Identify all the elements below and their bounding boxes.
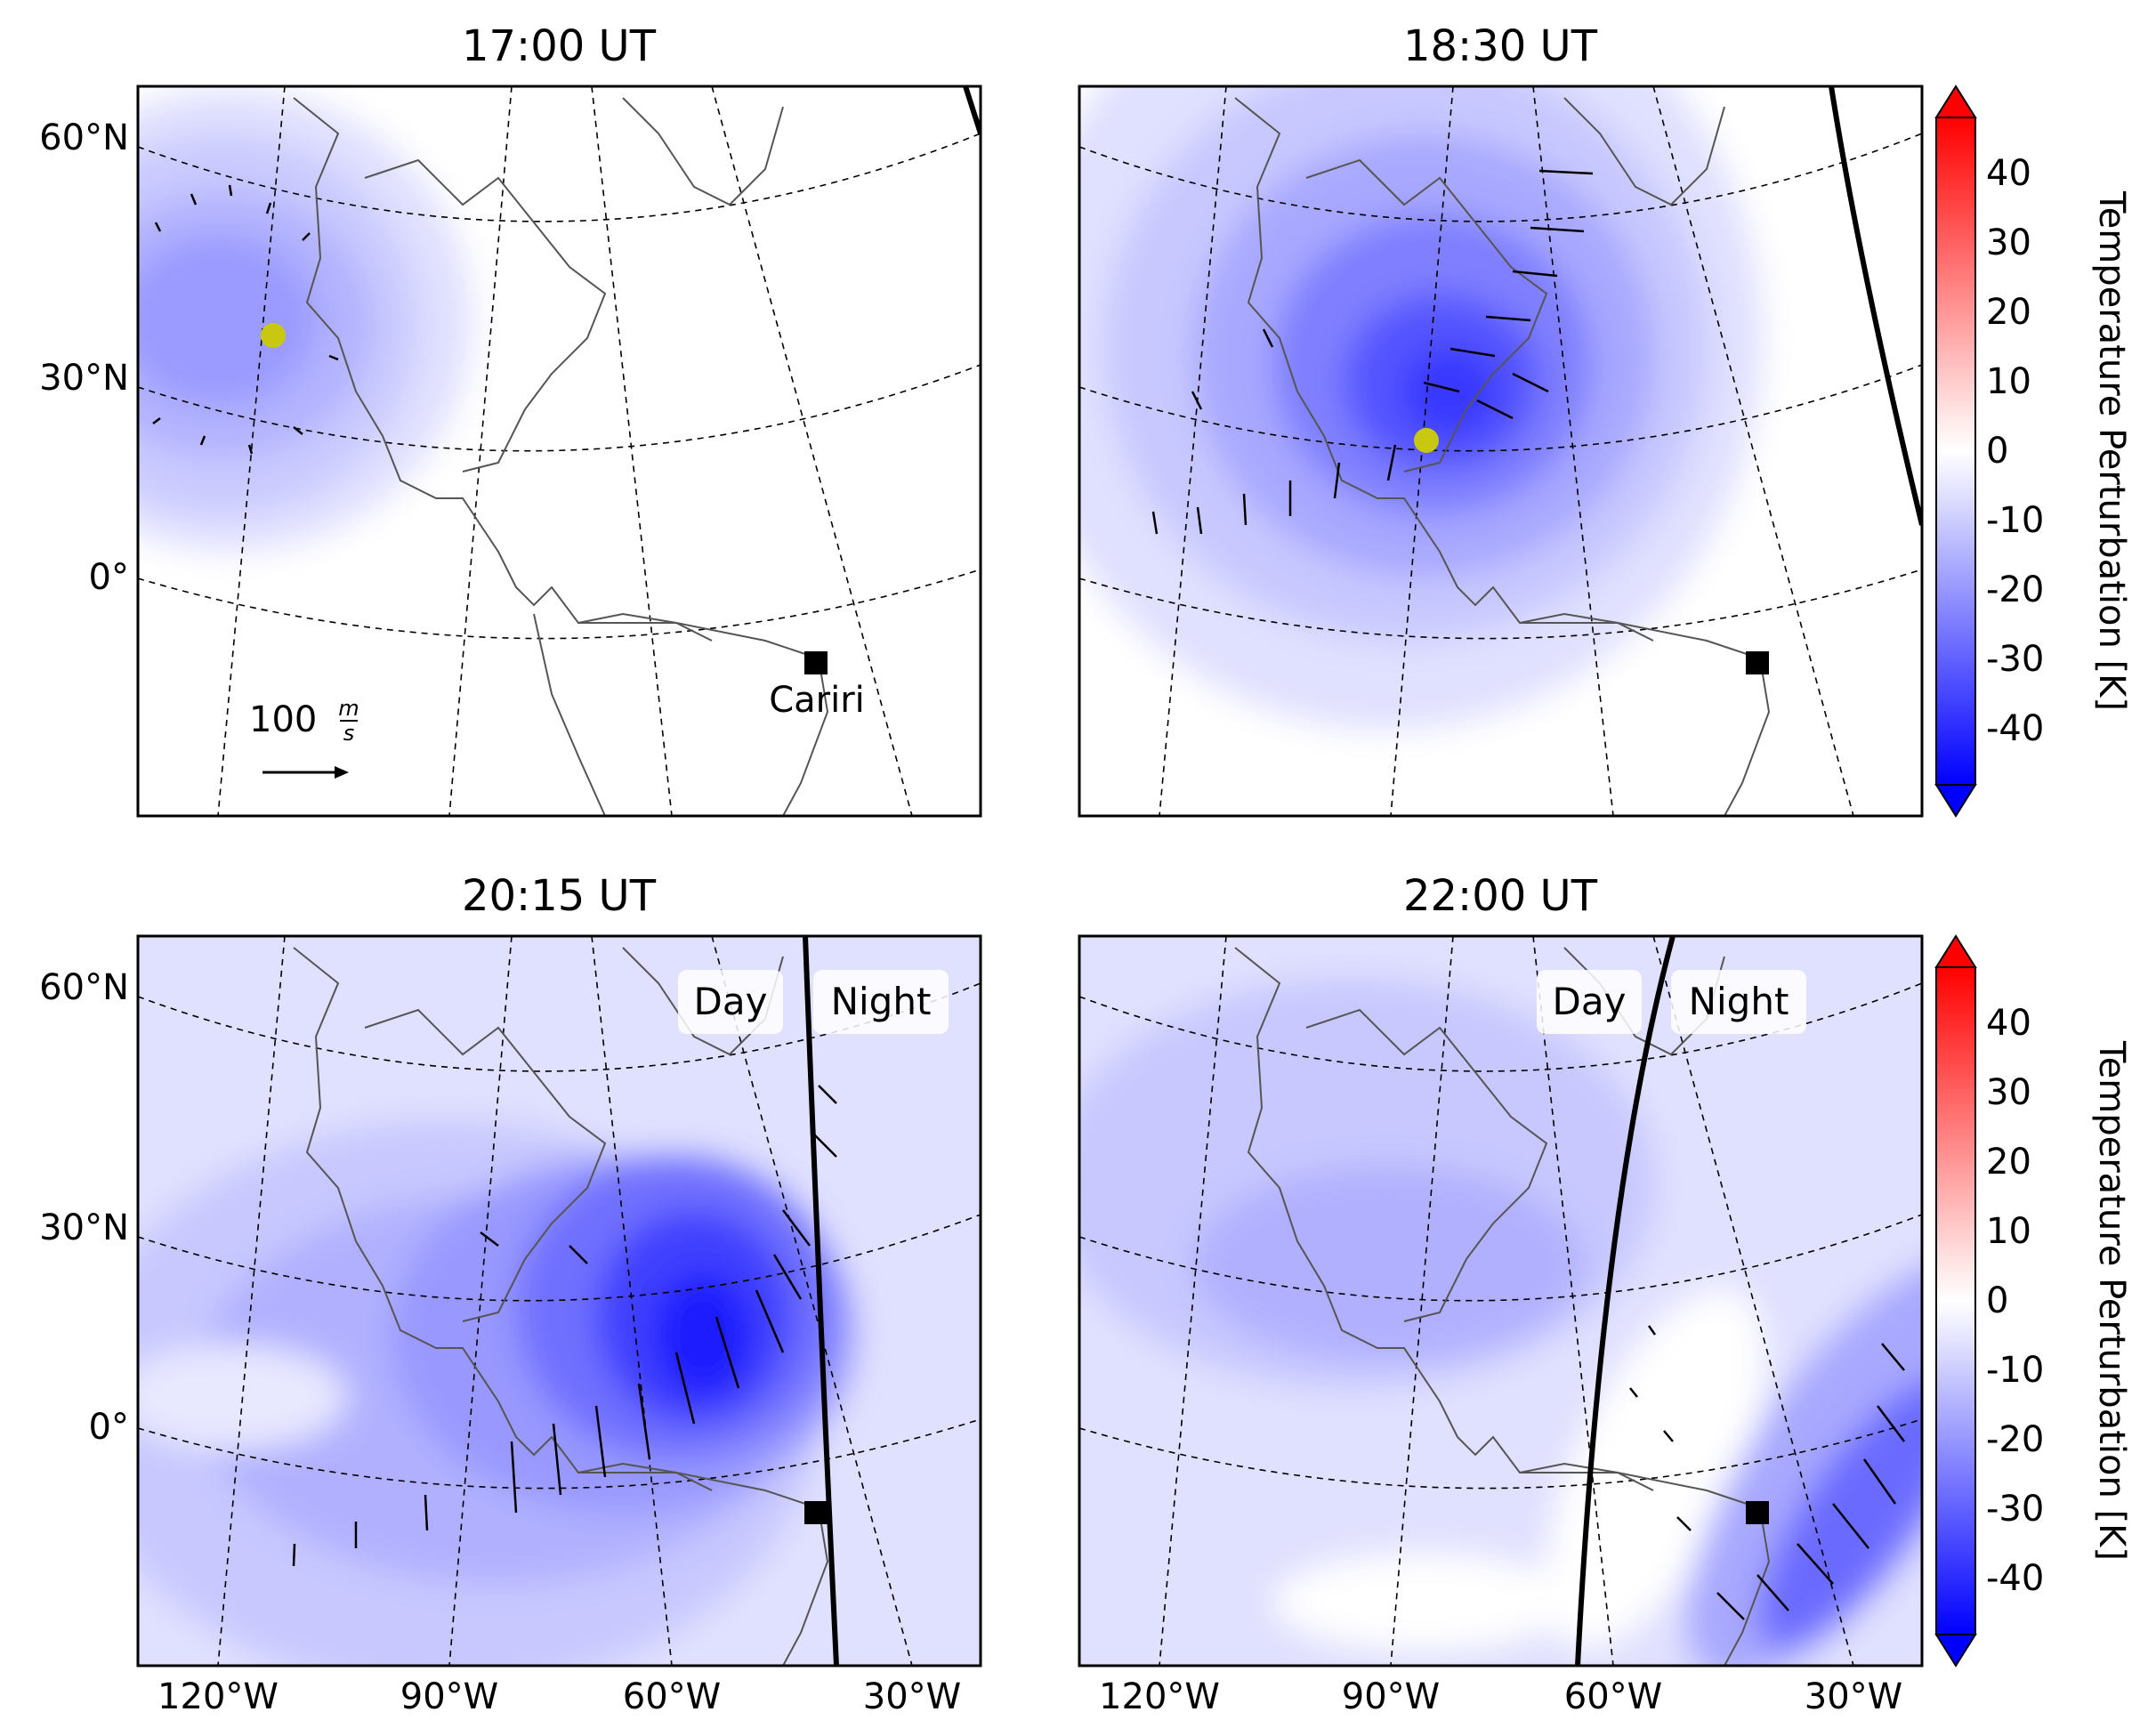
colorbar-ticks: 40 30 20 10 0 -10 -20 -30 -40 <box>1986 153 2044 749</box>
colorbar-ticks: 40 30 20 10 0 -10 -20 -30 -40 <box>1986 1003 2044 1599</box>
longitude-gridlines <box>1159 936 1854 1666</box>
colorbar-tick: 20 <box>1986 292 2031 333</box>
lon-tick: 30°W <box>863 1676 961 1717</box>
colorbar-tick: -20 <box>1986 1419 2044 1460</box>
night-label: Night <box>831 980 932 1023</box>
lat-tick-labels: 60°N 30°N 0° <box>39 117 129 598</box>
latitude-gridlines <box>138 133 981 640</box>
temperature-field <box>138 89 472 552</box>
terminator-line <box>803 936 839 1666</box>
scale-unit-numerator: m <box>338 696 359 721</box>
day-label-box <box>1537 970 1642 1034</box>
panel-1: 17:00 UT <box>39 21 982 818</box>
colorbar-label: Temperature Perturbation [K] <box>2091 1040 2132 1561</box>
map-area <box>1079 86 1922 816</box>
temperature-field <box>1079 979 1922 1666</box>
lon-tick: 60°W <box>1564 1676 1662 1717</box>
map-area: Day Night <box>1079 936 1922 1666</box>
colorbar-tick: -30 <box>1986 1489 2044 1530</box>
scale-unit-denominator: s <box>343 721 355 746</box>
colorbar-tick: -10 <box>1986 1350 2044 1391</box>
colorbar-bottom: 40 30 20 10 0 -10 -20 -30 -40 Temperatur… <box>1934 934 2132 1667</box>
coastlines <box>1234 97 1771 816</box>
lat-tick: 0° <box>89 557 129 598</box>
colorbar-top: 40 30 20 10 0 -10 -20 -30 -40 Temperatur… <box>1934 85 2132 818</box>
panel-title: 20:15 UT <box>462 871 657 921</box>
colorbar-tick: -40 <box>1986 708 2044 749</box>
cariri-label: Cariri <box>769 680 865 721</box>
panel-title: 22:00 UT <box>1403 871 1598 921</box>
terminator-line <box>1575 936 1676 1666</box>
wind-vectors <box>1629 1325 1905 1620</box>
colorbar-tick: 20 <box>1986 1142 2031 1183</box>
panel-title: 17:00 UT <box>462 21 657 71</box>
colorbar-tick: 30 <box>1986 1072 2031 1113</box>
lon-tick: 90°W <box>400 1676 498 1717</box>
night-label-box <box>1671 970 1806 1034</box>
day-label: Day <box>1553 980 1627 1023</box>
wind-vectors <box>152 184 339 455</box>
colorbar-tick: -20 <box>1986 569 2044 610</box>
panel-4: 22:00 UT <box>1078 871 1924 1717</box>
lon-tick: 120°W <box>1099 1676 1220 1717</box>
event-marker <box>261 323 286 348</box>
colorbar-tick: 10 <box>1986 1211 2031 1252</box>
longitude-gridlines <box>217 936 913 1666</box>
colorbar-tick: -30 <box>1986 639 2044 680</box>
lon-tick-labels: 120°W 90°W 60°W 30°W <box>1099 1676 1902 1717</box>
colorbar-label: Temperature Perturbation [K] <box>2091 190 2132 711</box>
scale-value: 100 <box>249 699 317 740</box>
night-label: Night <box>1689 980 1789 1023</box>
lat-tick: 60°N <box>39 117 129 158</box>
latitude-gridlines <box>1079 133 1922 640</box>
scale-vector: 100 m s <box>249 696 359 779</box>
lat-tick-labels: 60°N 30°N 0° <box>39 967 129 1448</box>
lon-tick: 60°W <box>623 1676 721 1717</box>
night-label-box <box>813 970 949 1034</box>
terminator-line <box>1829 86 1922 526</box>
day-label-box <box>678 970 783 1034</box>
colorbar-tick: -40 <box>1986 1558 2044 1599</box>
map-area: Day Night <box>138 936 981 1666</box>
colorbar-tick: -10 <box>1986 500 2044 541</box>
map-area <box>138 86 981 816</box>
cariri-station-marker <box>804 651 828 674</box>
temperature-field <box>1079 86 1762 730</box>
lon-tick-labels: 120°W 90°W 60°W 30°W <box>157 1676 961 1717</box>
colorbar-tick: 10 <box>1986 361 2031 402</box>
lon-tick: 90°W <box>1342 1676 1440 1717</box>
lon-tick: 30°W <box>1805 1676 1902 1717</box>
lat-tick: 30°N <box>39 358 129 399</box>
lat-tick: 30°N <box>39 1207 129 1248</box>
cariri-station-marker <box>1746 1501 1769 1524</box>
panel-title: 18:30 UT <box>1403 21 1598 71</box>
colorbar-tick: 40 <box>1986 1003 2031 1044</box>
lon-tick: 120°W <box>157 1676 279 1717</box>
panel-2: 18:30 UT <box>1078 21 1924 818</box>
wind-vectors <box>1151 169 1594 535</box>
terminator-line <box>963 86 981 134</box>
longitude-gridlines <box>1159 86 1854 816</box>
event-marker <box>1414 428 1439 453</box>
panel-3: 20:15 UT <box>39 871 982 1717</box>
colorbar-tick: 30 <box>1986 222 2031 263</box>
cariri-station-marker <box>804 1501 828 1524</box>
colorbar-tick: 0 <box>1986 431 2008 472</box>
day-label: Day <box>694 980 768 1023</box>
longitude-gridlines <box>217 86 913 816</box>
wind-vectors <box>292 1085 837 1567</box>
temperature-field <box>138 1121 854 1666</box>
lat-tick: 60°N <box>39 967 129 1008</box>
colorbar-tick: 40 <box>1986 153 2031 194</box>
cariri-station-marker <box>1746 651 1769 674</box>
colorbar-tick: 0 <box>1986 1280 2008 1321</box>
lat-tick: 0° <box>89 1407 129 1448</box>
